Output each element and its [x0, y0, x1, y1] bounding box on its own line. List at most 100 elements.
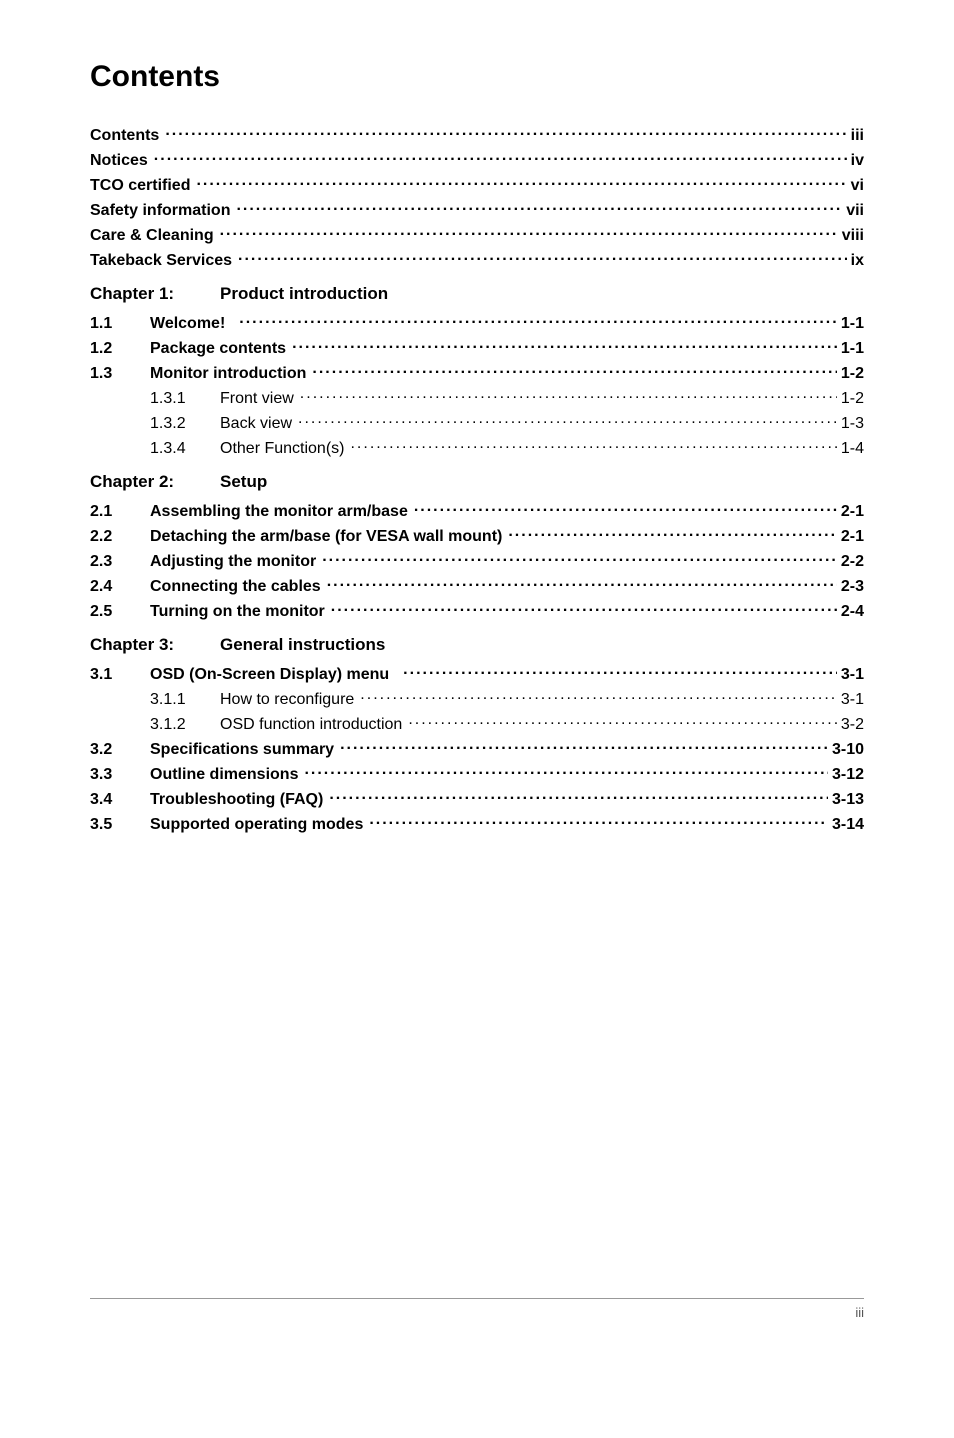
- toc-label: TCO certified: [90, 177, 190, 195]
- toc-section-number: 3.4: [90, 791, 150, 809]
- page-footer: iii: [90, 1298, 864, 1320]
- toc-label: Troubleshooting (FAQ): [150, 791, 323, 809]
- toc-entry: 2.5Turning on the monitor2-4: [90, 600, 864, 621]
- chapter-title: Setup: [220, 472, 267, 491]
- toc-section-number: 1.2: [90, 340, 150, 358]
- toc-section-number: 2.4: [90, 578, 150, 596]
- toc-leader-dots: [154, 149, 847, 165]
- toc-label: Adjusting the monitor: [150, 553, 316, 571]
- chapter-number: Chapter 1:: [90, 284, 220, 304]
- toc-entry: 3.1OSD (On-Screen Display) menu 3-1: [90, 663, 864, 684]
- toc-leader-dots: [292, 337, 837, 353]
- toc-entry: 2.3Adjusting the monitor 2-2: [90, 550, 864, 571]
- page: Contents Contents iii Noticesiv TCO certifi…: [0, 0, 954, 1360]
- toc-leader-dots: [238, 249, 847, 265]
- toc-entry: 2.1Assembling the monitor arm/base2-1: [90, 500, 864, 521]
- toc-label: Notices: [90, 152, 148, 170]
- toc-leader-dots: [298, 412, 837, 428]
- toc-label: Contents: [90, 127, 159, 145]
- toc-entry: 3.5Supported operating modes3-14: [90, 813, 864, 834]
- toc-entry: 1.3Monitor introduction 1-2: [90, 362, 864, 383]
- toc-page-ref: 3-14: [828, 816, 864, 834]
- toc-leader-dots: [369, 813, 828, 829]
- toc-entry: 1.2Package contents 1-1: [90, 337, 864, 358]
- toc-label: How to reconfigure: [220, 691, 354, 709]
- toc-label: Detaching the arm/base (for VESA wall mo…: [150, 528, 502, 546]
- toc-page-ref: vii: [842, 202, 864, 220]
- toc-section-number: 2.5: [90, 603, 150, 621]
- toc-leader-dots: [360, 688, 837, 704]
- toc-label: Back view: [220, 415, 292, 433]
- toc-page-ref: 2-2: [837, 553, 864, 571]
- toc-label: OSD function introduction: [220, 716, 402, 734]
- toc-subsection-number: 1.3.4: [150, 440, 220, 458]
- chapter-number: Chapter 2:: [90, 472, 220, 492]
- toc-label: OSD (On-Screen Display) menu: [150, 666, 389, 684]
- toc-page-ref: 1-2: [837, 365, 864, 383]
- chapter-number: Chapter 3:: [90, 635, 220, 655]
- toc-leader-dots: [322, 550, 837, 566]
- toc-label: Other Function(s): [220, 440, 344, 458]
- toc-leader-dots: [508, 525, 837, 541]
- toc-section-number: 1.1: [90, 315, 150, 333]
- chapter-title: General instructions: [220, 635, 385, 654]
- toc-page-ref: viii: [838, 227, 864, 245]
- toc-entry: 2.2Detaching the arm/base (for VESA wall…: [90, 525, 864, 546]
- toc-page-ref: 3-12: [828, 766, 864, 784]
- chapter-heading: Chapter 1:Product introduction: [90, 284, 864, 304]
- toc-label: Connecting the cables: [150, 578, 321, 596]
- toc-leader-dots: [350, 437, 836, 453]
- toc-section-number: 2.2: [90, 528, 150, 546]
- toc-section-number: 1.3: [90, 365, 150, 383]
- toc-page-ref: ix: [847, 252, 864, 270]
- toc-entry: Noticesiv: [90, 149, 864, 170]
- toc-page-ref: 1-4: [837, 440, 864, 458]
- toc-entry: TCO certifiedvi: [90, 174, 864, 195]
- toc-page-ref: 2-4: [837, 603, 864, 621]
- toc-label: Takeback Services: [90, 252, 232, 270]
- chapter-heading: Chapter 2:Setup: [90, 472, 864, 492]
- toc-leader-dots: [414, 500, 837, 516]
- toc-entry: 3.2Specifications summary3-10: [90, 738, 864, 759]
- toc-subsection-number: 3.1.1: [150, 691, 220, 709]
- toc-section-number: 3.1: [90, 666, 150, 684]
- toc-subsection-number: 1.3.2: [150, 415, 220, 433]
- toc-page-ref: 1-3: [837, 415, 864, 433]
- toc-label: Outline dimensions: [150, 766, 298, 784]
- toc-chapters: Chapter 1:Product introduction 1.1Welcome…: [90, 284, 864, 834]
- toc-page-ref: 3-1: [837, 666, 864, 684]
- toc-label: Package contents: [150, 340, 286, 358]
- toc-entry: 2.4Connecting the cables 2-3: [90, 575, 864, 596]
- toc-page-ref: 1-1: [837, 315, 864, 333]
- toc-label: Specifications summary: [150, 741, 334, 759]
- toc-section-number: 2.3: [90, 553, 150, 571]
- toc-entry: 3.1.2OSD function introduction3-2: [90, 713, 864, 734]
- toc-entry: 1.3.2Back view 1-3: [90, 412, 864, 433]
- toc-entry: Care & Cleaning viii: [90, 224, 864, 245]
- toc-leader-dots: [304, 763, 828, 779]
- toc-label: Welcome!: [150, 315, 225, 333]
- toc-entry: 3.1.1How to reconfigure 3-1: [90, 688, 864, 709]
- toc-entry: Takeback Services ix: [90, 249, 864, 270]
- toc-label: Monitor introduction: [150, 365, 306, 383]
- toc-leader-dots: [327, 575, 837, 591]
- toc-front-matter: Contents iii Noticesiv TCO certifiedvi Safet…: [90, 124, 864, 270]
- toc-leader-dots: [165, 124, 846, 140]
- toc-entry: Safety information vii: [90, 199, 864, 220]
- toc-entry: Contents iii: [90, 124, 864, 145]
- page-title: Contents: [90, 60, 864, 94]
- toc-leader-dots: [300, 387, 837, 403]
- toc-leader-dots: [220, 224, 838, 240]
- toc-leader-dots: [340, 738, 828, 754]
- toc-page-ref: 2-3: [837, 578, 864, 596]
- toc-page-ref: iii: [847, 127, 864, 145]
- toc-page-ref: 1-1: [837, 340, 864, 358]
- toc-page-ref: 2-1: [837, 503, 864, 521]
- toc-label: Safety information: [90, 202, 230, 220]
- toc-section-number: 3.5: [90, 816, 150, 834]
- page-number: iii: [855, 1305, 864, 1320]
- toc-label: Care & Cleaning: [90, 227, 214, 245]
- toc-entry: 1.3.1Front view1-2: [90, 387, 864, 408]
- toc-page-ref: 3-1: [837, 691, 864, 709]
- toc-section-number: 3.3: [90, 766, 150, 784]
